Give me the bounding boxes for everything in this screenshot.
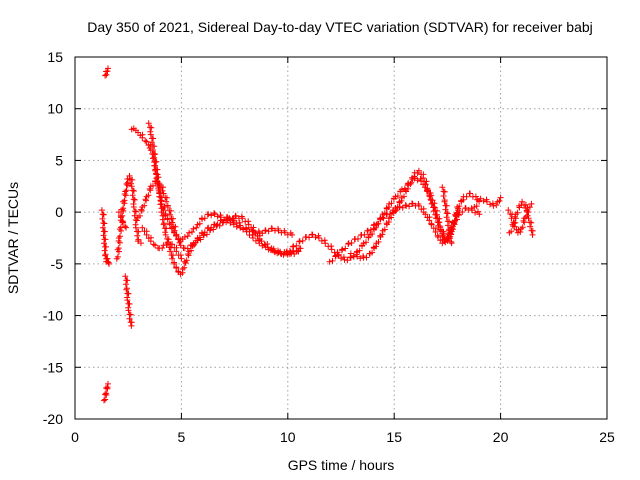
data-series bbox=[139, 224, 185, 262]
y-tick-label: -20 bbox=[43, 411, 63, 427]
x-tick-label: 15 bbox=[386, 429, 402, 445]
data-series bbox=[471, 194, 504, 210]
data-point-markers bbox=[145, 120, 302, 278]
plot-frame bbox=[74, 56, 608, 420]
y-tick-label: 15 bbox=[47, 49, 63, 65]
data-series bbox=[135, 178, 304, 258]
data-series bbox=[115, 209, 130, 231]
data-point-markers bbox=[139, 224, 185, 262]
y-tick-label: -10 bbox=[43, 308, 63, 324]
y-tick-label: 0 bbox=[55, 204, 63, 220]
x-tick-label: 5 bbox=[178, 429, 186, 445]
data-series bbox=[122, 273, 135, 329]
axis-ticks: 0 5 10 15 20 25 -20 -15 -10 -5 0 5 10 15 bbox=[43, 49, 615, 445]
x-tick-label: 10 bbox=[280, 429, 296, 445]
y-tick-label: 10 bbox=[47, 101, 63, 117]
data-series bbox=[98, 207, 113, 267]
data-point-markers bbox=[506, 198, 536, 238]
data-point-markers bbox=[102, 65, 111, 79]
data-series bbox=[102, 65, 111, 79]
data-point-markers bbox=[439, 184, 455, 247]
data-point-markers bbox=[122, 273, 135, 329]
data-series bbox=[506, 198, 536, 238]
x-tick-label: 20 bbox=[493, 429, 509, 445]
data-point-markers bbox=[471, 194, 504, 210]
x-tick-label: 25 bbox=[599, 429, 615, 445]
x-axis-title: GPS time / hours bbox=[288, 457, 395, 473]
y-tick-label: 5 bbox=[55, 152, 63, 168]
data-point-markers bbox=[101, 380, 111, 404]
data-points bbox=[98, 65, 536, 404]
grid-lines bbox=[75, 57, 607, 419]
data-series bbox=[145, 120, 302, 278]
x-tick-label: 0 bbox=[71, 429, 79, 445]
data-point-markers bbox=[135, 178, 304, 258]
data-point-markers bbox=[98, 207, 113, 267]
data-series bbox=[439, 184, 455, 247]
chart-title: Day 350 of 2021, Sidereal Day-to-day VTE… bbox=[87, 19, 593, 35]
y-axis-title: SDTVAR / TECUs bbox=[5, 182, 21, 294]
data-series bbox=[101, 380, 111, 404]
y-tick-label: -5 bbox=[51, 256, 64, 272]
y-tick-label: -15 bbox=[43, 359, 63, 375]
data-point-markers bbox=[115, 209, 130, 231]
